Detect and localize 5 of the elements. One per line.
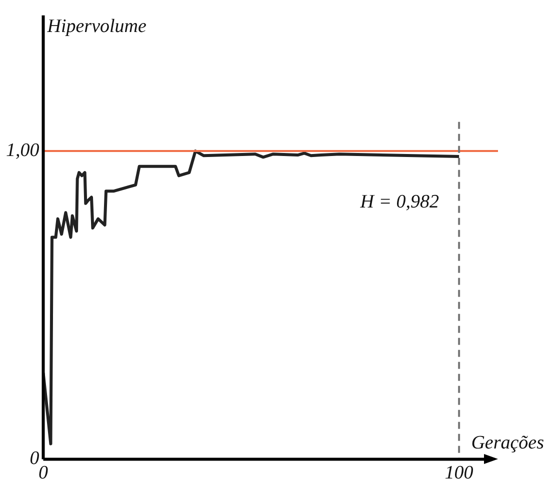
x-axis-title: Gerações	[471, 432, 544, 454]
annotation: H = 0,982	[359, 192, 440, 213]
y-tick-label: 1,00	[6, 140, 40, 162]
x-tick-label: 100	[444, 462, 474, 484]
y-axis-title: Hipervolume	[46, 16, 146, 37]
